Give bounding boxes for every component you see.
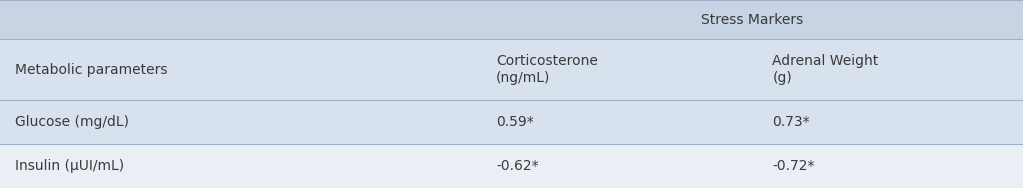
FancyBboxPatch shape — [0, 39, 1023, 100]
Text: Adrenal Weight
(g): Adrenal Weight (g) — [772, 55, 879, 85]
Text: Metabolic parameters: Metabolic parameters — [15, 63, 168, 77]
Text: Stress Markers: Stress Markers — [701, 13, 803, 27]
Text: -0.72*: -0.72* — [772, 159, 815, 173]
Text: Glucose (mg/dL): Glucose (mg/dL) — [15, 115, 129, 129]
Text: 0.59*: 0.59* — [496, 115, 534, 129]
FancyBboxPatch shape — [0, 100, 1023, 144]
Text: -0.62*: -0.62* — [496, 159, 539, 173]
Text: 0.73*: 0.73* — [772, 115, 810, 129]
Text: Corticosterone
(ng/mL): Corticosterone (ng/mL) — [496, 55, 598, 85]
Text: Insulin (μUI/mL): Insulin (μUI/mL) — [15, 159, 125, 173]
FancyBboxPatch shape — [0, 144, 1023, 188]
FancyBboxPatch shape — [0, 0, 1023, 39]
